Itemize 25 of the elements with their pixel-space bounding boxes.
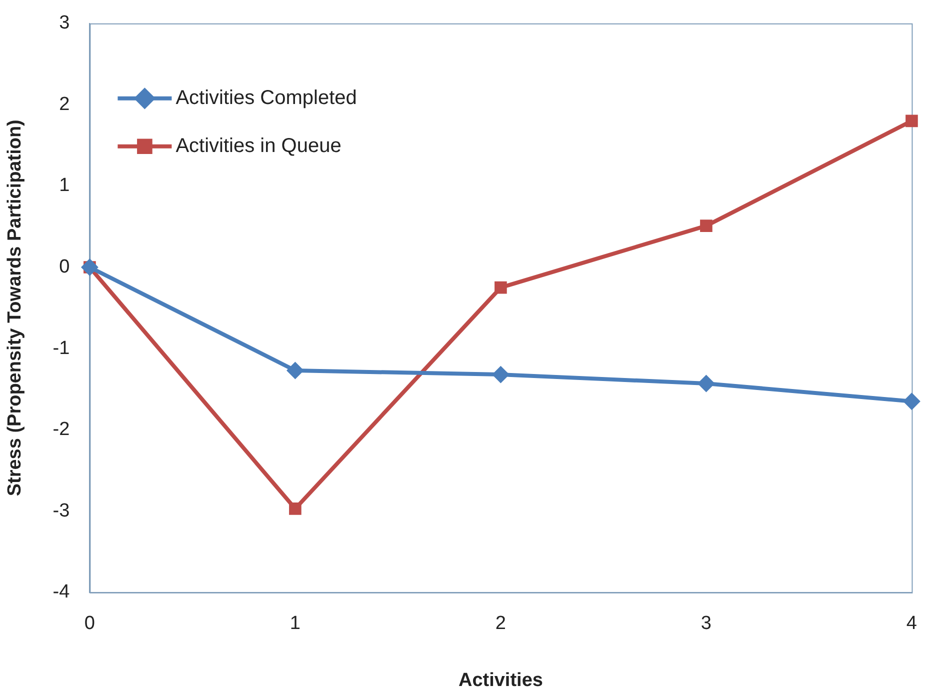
x-axis-title: Activities — [458, 670, 543, 691]
x-tick-label: 1 — [290, 613, 300, 634]
y-tick-label: 0 — [59, 256, 70, 278]
point — [700, 220, 712, 232]
legend-label: Activities Completed — [176, 86, 357, 109]
point — [286, 362, 304, 379]
x-tick-label: 2 — [495, 613, 506, 634]
x-tick-label: 3 — [700, 613, 712, 634]
y-tick-label: 1 — [59, 175, 70, 196]
y-tick-label: 3 — [59, 12, 70, 34]
y-tick-label: -2 — [52, 419, 70, 440]
y-tick-label: -1 — [52, 338, 70, 359]
y-axis-title: Stress (Propensity Towards Participation) — [4, 120, 26, 496]
point — [289, 502, 302, 515]
legend-label: Activities in Queue — [176, 134, 342, 157]
point — [494, 281, 507, 294]
x-tick-label: 4 — [906, 613, 918, 634]
point — [903, 392, 920, 410]
point — [698, 374, 715, 392]
y-tick-label: 2 — [59, 94, 70, 115]
point — [906, 114, 918, 128]
x-tick-label: 0 — [84, 613, 95, 634]
point — [492, 366, 510, 384]
y-tick-label: -3 — [52, 500, 70, 522]
y-tick-label: -4 — [52, 582, 70, 603]
